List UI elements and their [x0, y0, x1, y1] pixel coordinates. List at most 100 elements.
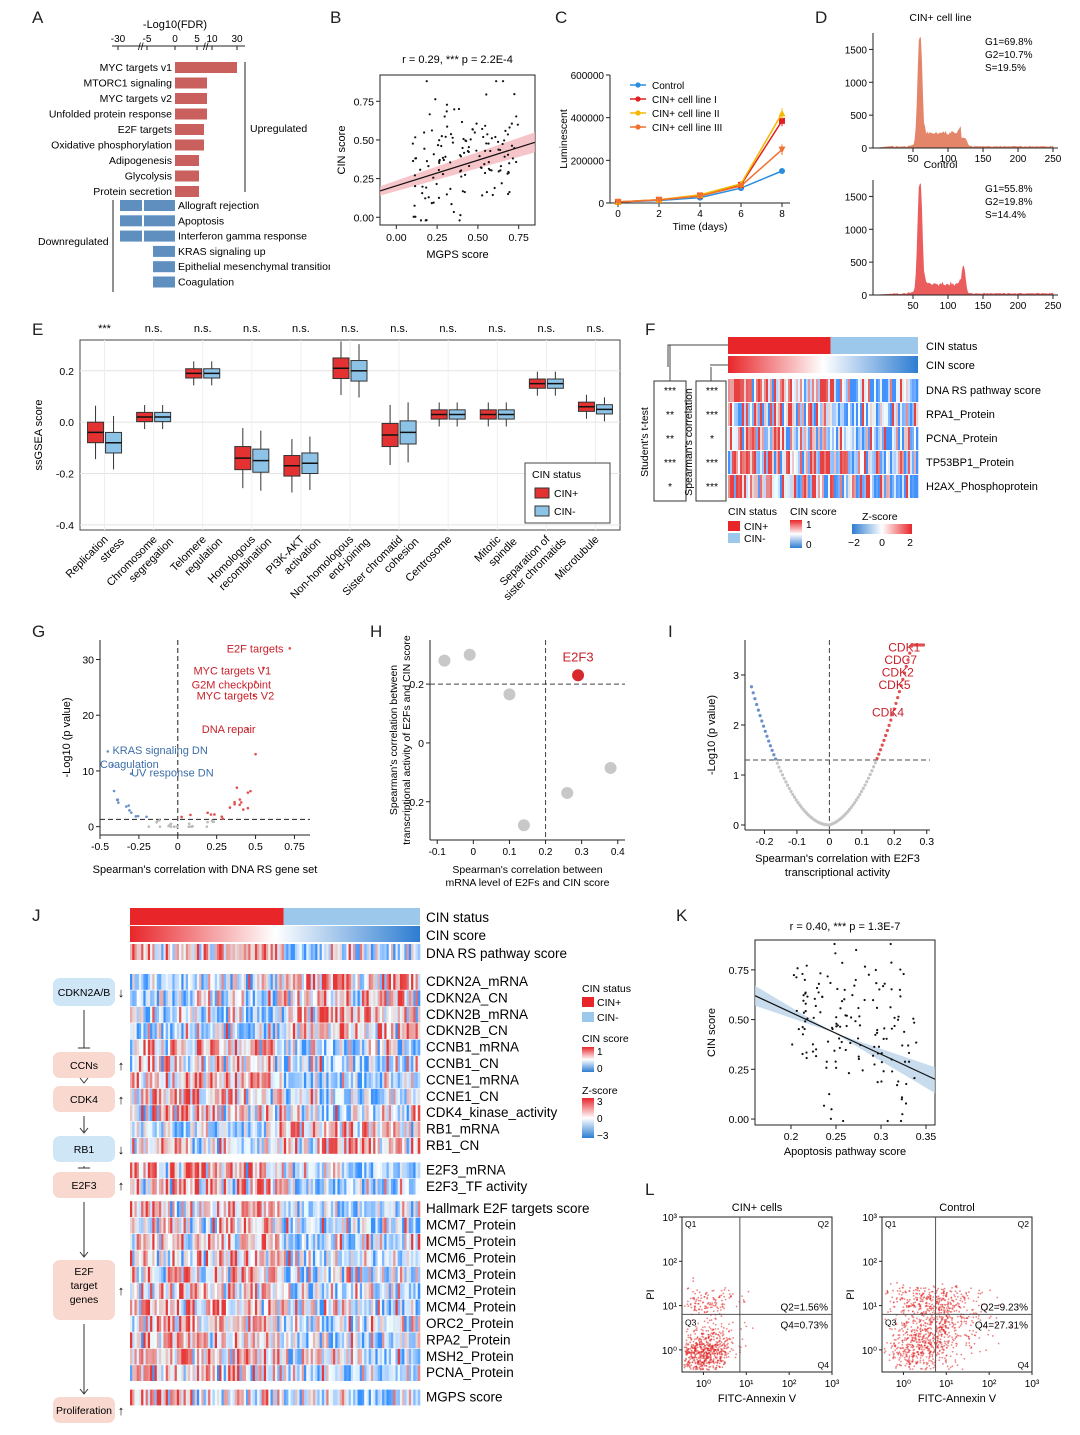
heatmap-cell: [243, 1201, 247, 1217]
heatmap-cell: [346, 974, 349, 990]
heatmap-cell: [170, 1162, 173, 1179]
heatmap-cell: [353, 1316, 356, 1332]
heatmap-cell: [375, 1365, 378, 1381]
heatmap-cell: [337, 1121, 340, 1138]
heatmap-cell: [268, 1299, 271, 1316]
heatmap-cell: [886, 475, 889, 498]
heatmap-cell: [359, 1138, 363, 1154]
heatmap-cell: [283, 1283, 287, 1299]
heatmap-cell: [321, 944, 325, 960]
heatmap-cell: [321, 1348, 325, 1365]
heatmap-cell: [402, 1283, 405, 1299]
heatmap-cell: [196, 944, 200, 960]
heatmap-cell: [130, 990, 133, 1007]
heatmap-cell: [297, 1332, 300, 1349]
heatmap-cell: [373, 1299, 376, 1316]
x-tick-label: 0: [471, 847, 477, 858]
heatmap-cell: [172, 1072, 175, 1089]
panel-label-d: D: [815, 8, 828, 27]
data-point: [241, 808, 245, 811]
data-point: [252, 694, 256, 698]
heatmap-cell: [266, 1006, 269, 1023]
heatmap-cell: [272, 1072, 276, 1089]
histogram: [877, 37, 1054, 149]
data-point: [799, 805, 803, 809]
heatmap-cell: [399, 1389, 403, 1406]
heatmap-cell: [388, 1365, 392, 1381]
heatmap-cell: [212, 1121, 216, 1138]
heatmap-cell: [315, 1088, 318, 1105]
heatmap-cell: [254, 1039, 258, 1056]
heatmap-cell: [138, 1217, 142, 1234]
heatmap-cell: [130, 1332, 133, 1349]
heatmap-cell: [212, 1316, 216, 1332]
heatmap-cell: [306, 1217, 309, 1234]
heatmap-cell: [263, 1365, 267, 1381]
heatmap-cell: [266, 1389, 269, 1406]
heatmap-cell: [308, 1138, 311, 1154]
heatmap-cell: [172, 974, 175, 990]
heatmap-cell: [246, 1234, 249, 1250]
heatmap-cell: [417, 1332, 421, 1349]
x-tick-label: 0.75: [284, 841, 305, 853]
x-tick-label: -5: [143, 34, 152, 45]
heatmap-cell: [866, 475, 869, 498]
heatmap-cell: [326, 1348, 329, 1365]
heatmap-cell: [134, 1365, 137, 1381]
heatmap-cell: [261, 1201, 265, 1217]
heatmap-cell: [239, 944, 242, 960]
heatmap-cell: [199, 1266, 202, 1283]
heatmap-cell: [292, 1088, 296, 1105]
heatmap-cell: [159, 1023, 162, 1039]
heatmap-cell: [170, 1056, 173, 1072]
heatmap-cell: [132, 944, 135, 960]
heatmap-cell: [138, 1389, 142, 1406]
heatmap-cell: [219, 1299, 222, 1316]
heatmap-cell: [395, 1105, 398, 1121]
data-point: [796, 967, 799, 970]
heatmap-cell: [415, 1348, 419, 1365]
heatmap-cell: [161, 1162, 164, 1179]
heatmap-cell: [203, 1006, 207, 1023]
heatmap-cell: [290, 1006, 294, 1023]
heatmap-cell: [375, 1266, 378, 1283]
row-label: TP53BP1_Protein: [926, 457, 1014, 469]
heatmap-cell: [279, 1348, 282, 1365]
heatmap-cell: [268, 1006, 271, 1023]
heatmap-cell: [163, 990, 166, 1007]
heatmap-cell: [876, 475, 879, 498]
heatmap-cell: [141, 1332, 144, 1349]
heatmap-cell: [364, 1348, 367, 1365]
heatmap-cell: [290, 1023, 294, 1039]
heatmap-cell: [880, 379, 883, 402]
heatmap-cell: [161, 1072, 164, 1089]
heatmap-cell: [167, 1121, 171, 1138]
heatmap-cell: [306, 1072, 309, 1089]
heatmap-cell: [842, 379, 845, 402]
heatmap-cell: [417, 1234, 421, 1250]
heatmap-cell: [147, 1162, 151, 1179]
heatmap-cell: [181, 1072, 184, 1089]
heatmap-cell: [241, 1201, 245, 1217]
heatmap-cell: [199, 1162, 202, 1179]
heatmap-cell: [217, 1266, 220, 1283]
heatmap-cell: [368, 1389, 372, 1406]
heatmap-cell: [317, 1389, 320, 1406]
heatmap-cell: [333, 1299, 336, 1316]
heatmap-cell: [219, 1056, 222, 1072]
heatmap-cell: [150, 1088, 153, 1105]
heatmap-cell: [279, 1266, 282, 1283]
heatmap-cell: [828, 475, 831, 498]
heatmap-cell: [321, 1283, 325, 1299]
heatmap-cell: [183, 974, 187, 990]
heatmap-cell: [375, 1088, 378, 1105]
row-label: MGPS score: [426, 1390, 503, 1405]
heatmap-cell: [286, 1072, 289, 1089]
heatmap-cell: [337, 1039, 340, 1056]
heatmap-cell: [344, 1056, 347, 1072]
heatmap-cell: [174, 974, 178, 990]
heatmap-cell: [172, 1023, 175, 1039]
heatmap-cell: [388, 1162, 392, 1179]
event-point: [716, 1309, 719, 1312]
heatmap-cell: [317, 1178, 320, 1195]
